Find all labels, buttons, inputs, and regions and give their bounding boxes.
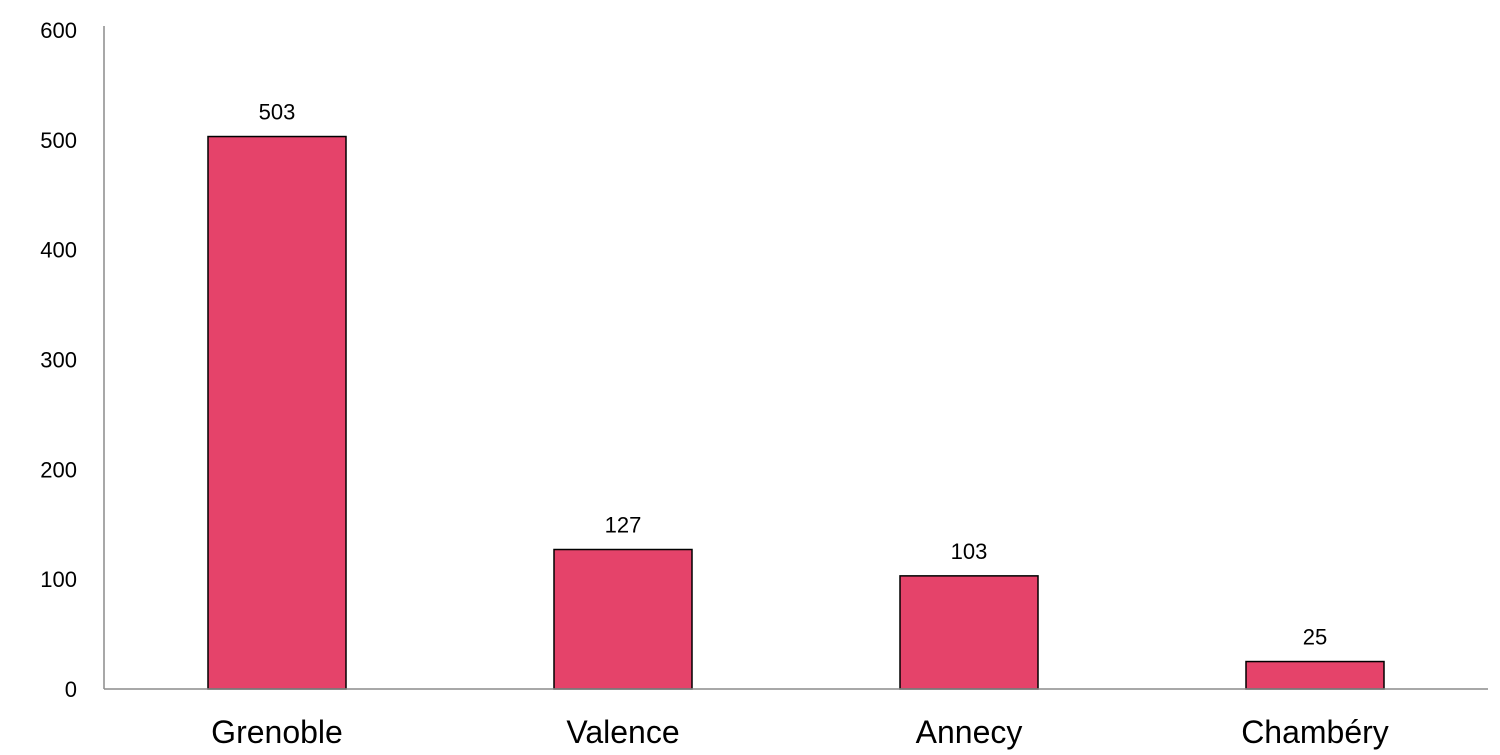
x-axis-categories: Grenoble Valence Annecy Chambéry xyxy=(211,714,1389,750)
y-tick-label: 500 xyxy=(40,128,77,153)
y-tick-label: 600 xyxy=(40,18,77,43)
data-label: 127 xyxy=(605,513,642,538)
y-tick-label: 200 xyxy=(40,457,77,482)
y-axis-ticks: 0 100 200 300 400 500 600 xyxy=(40,18,77,702)
bar-grenoble xyxy=(207,135,347,690)
bar-valence xyxy=(553,548,693,690)
bar-chambery xyxy=(1245,660,1385,690)
y-tick-label: 100 xyxy=(40,567,77,592)
bar-annecy xyxy=(899,575,1039,690)
y-tick-label: 400 xyxy=(40,238,77,263)
x-category-label: Valence xyxy=(566,714,679,750)
x-category-label: Chambéry xyxy=(1241,714,1389,750)
bar-series xyxy=(207,135,1385,690)
data-label: 503 xyxy=(259,100,296,125)
x-category-label: Grenoble xyxy=(211,714,343,750)
y-tick-label: 300 xyxy=(40,348,77,373)
data-label: 103 xyxy=(951,539,988,564)
y-tick-label: 0 xyxy=(65,677,77,702)
x-category-label: Annecy xyxy=(916,714,1023,750)
data-label: 25 xyxy=(1303,625,1327,650)
data-labels: 503 127 103 25 xyxy=(259,100,1328,650)
